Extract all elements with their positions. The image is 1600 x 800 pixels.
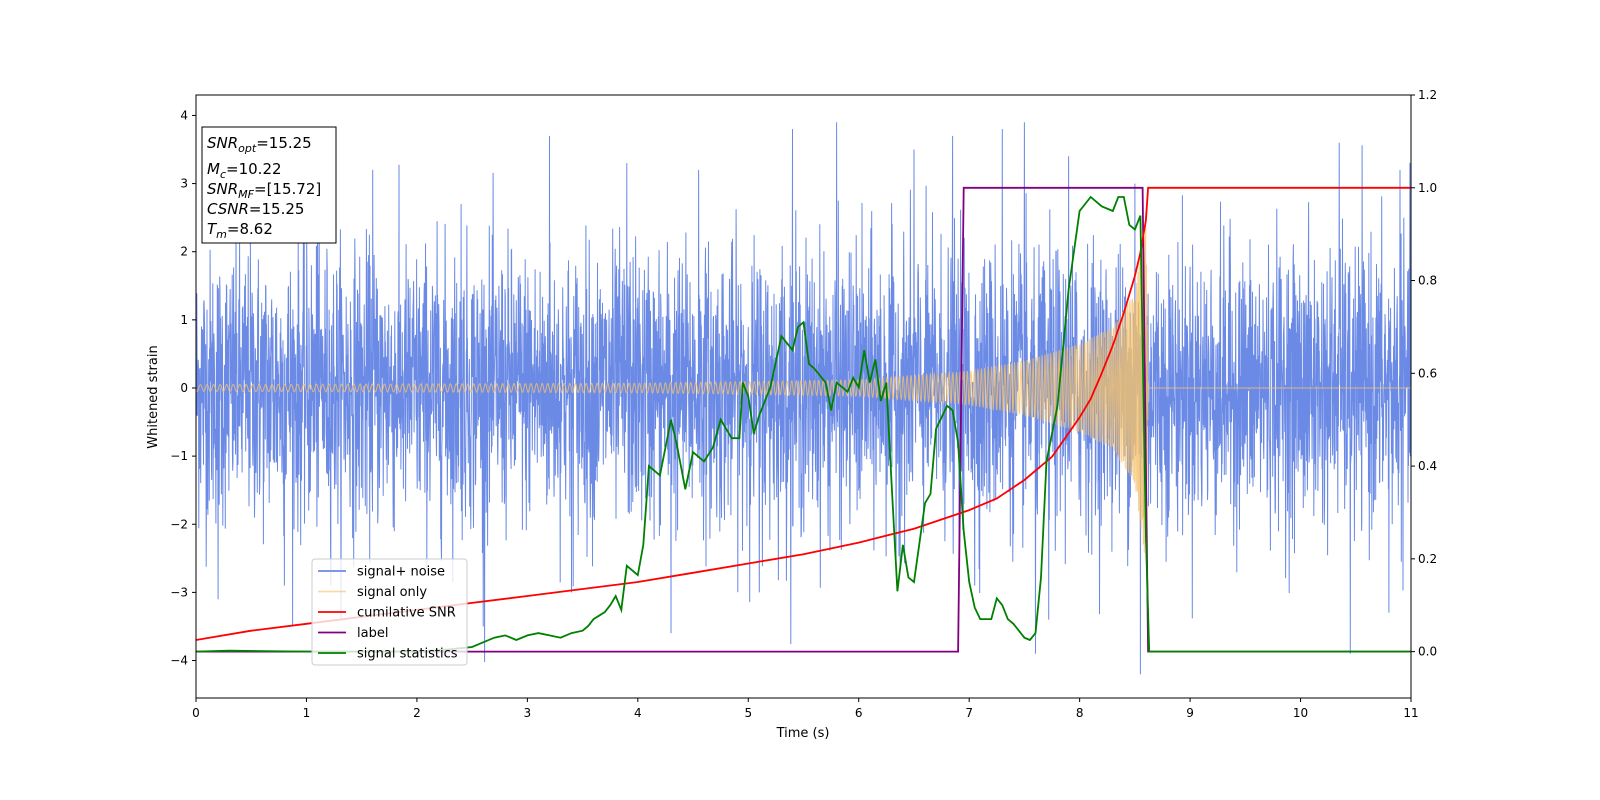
y-axis-left: −4 −3 −2 −1 0 1 2 3 4 bbox=[170, 108, 196, 668]
annotation-line: Mc=10.22 bbox=[207, 160, 282, 181]
y-axis-label: Whitened strain bbox=[146, 345, 161, 448]
x-axis: 0 1 2 3 4 5 6 7 8 9 10 11 bbox=[192, 698, 1419, 720]
y-axis-right: 0.0 0.2 0.4 0.6 0.8 1.0 1.2 bbox=[1411, 88, 1437, 659]
annotation-line: Tm=8.62 bbox=[207, 220, 273, 241]
annotation-line: SNRopt=15.25 bbox=[207, 134, 312, 155]
x-tick-label: 2 bbox=[413, 706, 421, 720]
legend-frame bbox=[311, 558, 468, 666]
x-tick-label: 6 bbox=[855, 706, 863, 720]
legend-label: cumilative SNR bbox=[357, 606, 456, 621]
plot-frame bbox=[195, 94, 1412, 699]
y-tick-label: 3 bbox=[180, 177, 188, 191]
x-tick-label: 7 bbox=[965, 706, 973, 720]
y-tick-label: 0 bbox=[180, 381, 188, 395]
x-tick-label: 1 bbox=[303, 706, 311, 720]
x-tick-label: 8 bbox=[1076, 706, 1084, 720]
x-tick-label: 4 bbox=[634, 706, 642, 720]
x-axis-label: Time (s) bbox=[776, 726, 830, 741]
y-tick-label: 2 bbox=[180, 245, 188, 259]
y-tick-label: −2 bbox=[170, 517, 188, 531]
series-line-signal-only bbox=[196, 213, 1411, 553]
y2-tick-label: 0.6 bbox=[1418, 366, 1437, 380]
x-tick-label: 5 bbox=[744, 706, 752, 720]
y2-tick-label: 0.4 bbox=[1418, 459, 1437, 473]
y-tick-label: −1 bbox=[170, 449, 188, 463]
y2-tick-label: 1.0 bbox=[1418, 181, 1437, 195]
annotation-box: SNRopt=15.25 Mc=10.22SNRMF=[15.72]CSNR=15… bbox=[201, 126, 337, 244]
y-tick-label: −3 bbox=[170, 585, 188, 599]
series-line-signal-statistics bbox=[196, 195, 1411, 653]
legend: signal+ noise signal only cumilative SNR la… bbox=[311, 558, 468, 666]
y2-tick-label: 0.8 bbox=[1418, 274, 1437, 288]
legend-label: signal statistics bbox=[357, 647, 458, 662]
x-tick-label: 10 bbox=[1293, 706, 1308, 720]
y-tick-label: 4 bbox=[180, 108, 188, 122]
legend-label: label bbox=[357, 626, 388, 641]
annotation-line: CSNR=15.25 bbox=[207, 200, 304, 218]
annotation-line: SNRMF=[15.72] bbox=[207, 180, 321, 201]
y2-tick-label: 1.2 bbox=[1418, 88, 1437, 102]
x-tick-label: 11 bbox=[1403, 706, 1418, 720]
y-tick-label: 1 bbox=[180, 313, 188, 327]
x-tick-label: 9 bbox=[1186, 706, 1194, 720]
annotation-box-frame bbox=[201, 126, 337, 244]
legend-label: signal+ noise bbox=[357, 565, 445, 580]
x-tick-label: 0 bbox=[192, 706, 200, 720]
legend-label: signal only bbox=[357, 585, 427, 600]
y-tick-label: −4 bbox=[170, 654, 188, 668]
y2-tick-label: 0.0 bbox=[1418, 645, 1437, 659]
x-tick-label: 3 bbox=[524, 706, 532, 720]
y2-tick-label: 0.2 bbox=[1418, 552, 1437, 566]
